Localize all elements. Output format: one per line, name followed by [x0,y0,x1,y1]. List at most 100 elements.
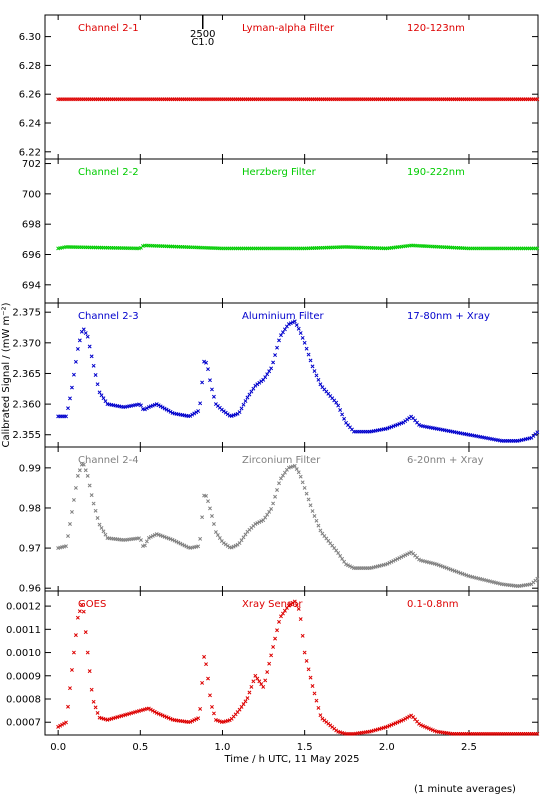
data-point [146,535,151,540]
data-point [73,359,78,364]
data-point [344,562,349,567]
data-point [81,462,86,467]
data-point [99,525,104,530]
data-point [385,561,390,566]
data-point [200,515,205,520]
data-point [318,713,323,718]
data-point [160,405,165,410]
data-point [417,422,421,427]
data-point [91,501,96,506]
data-point [296,606,301,611]
x-tick-label: 2.5 [461,742,477,753]
y-tick-label: 0.0011 [6,625,41,636]
data-point [152,533,157,537]
data-point [338,553,343,558]
series-points [56,319,540,443]
data-point [204,493,209,498]
data-point [241,535,246,540]
data-point [263,515,268,520]
x-tick-label: 0.5 [132,742,148,753]
data-point [206,676,210,681]
data-point [342,416,347,421]
data-point [146,706,151,711]
data-point [271,645,276,649]
data-point [192,718,197,723]
data-point [75,473,80,478]
data-point [340,412,345,417]
data-point [239,704,244,709]
data-point [253,522,258,526]
data-point [194,410,199,415]
data-point [338,408,343,412]
y-tick-label: 702 [22,159,41,170]
data-point [237,541,242,546]
data-point [279,476,283,481]
data-point [229,545,234,550]
data-point [231,544,236,549]
data-point [202,359,207,364]
data-point [79,602,84,607]
data-point [69,668,74,672]
y-tick-label: 0.98 [19,503,41,514]
data-point [56,724,61,729]
channel-label: Channel 2-2 [78,167,139,178]
data-point [306,667,311,672]
y-tick-label: 698 [22,220,41,231]
data-point [316,705,321,710]
data-point [210,704,214,709]
data-point [142,543,147,548]
data-point [334,400,339,405]
data-point [196,409,201,414]
data-point [312,369,317,373]
data-point [93,705,98,710]
data-point [288,321,293,326]
data-point [89,354,94,359]
data-point [99,393,104,398]
band-label: 0.1-0.8nm [407,599,459,610]
data-point [211,522,216,526]
data-point [275,488,279,492]
data-point [198,536,203,541]
panel-frame [44,302,539,448]
data-point [239,406,244,411]
data-point [407,714,412,719]
data-point [300,633,305,638]
data-point [58,723,63,728]
data-point [251,679,256,684]
data-point [83,630,88,635]
data-point [336,403,341,408]
data-point [77,609,82,614]
data-point [401,717,406,722]
data-point [71,497,76,502]
data-point [85,650,90,655]
data-point [154,402,159,407]
data-point [245,395,250,400]
data-point [204,360,209,365]
data-point [174,539,179,544]
filter-label: Aluminium Filter [242,311,325,322]
data-point [237,410,242,415]
data-point [298,617,303,622]
data-point [273,494,278,499]
data-point [89,687,94,692]
data-point [267,661,272,666]
data-point [273,636,278,641]
data-point [215,533,220,537]
x-axis-label: Time / h UTC, 11 May 2025 [223,754,359,765]
data-point [255,521,260,526]
data-point [81,609,86,614]
data-point [391,558,396,563]
y-tick-label: 694 [22,280,41,291]
series-points [56,462,540,589]
data-point [261,684,266,689]
data-point [304,346,309,351]
y-tick-label: 2.360 [12,400,41,411]
data-point [243,399,248,403]
data-point [535,430,540,435]
data-point [200,680,205,685]
data-point [271,501,276,506]
data-point [204,662,209,667]
data-point [217,536,222,541]
data-point [188,719,193,724]
data-point [279,614,283,619]
